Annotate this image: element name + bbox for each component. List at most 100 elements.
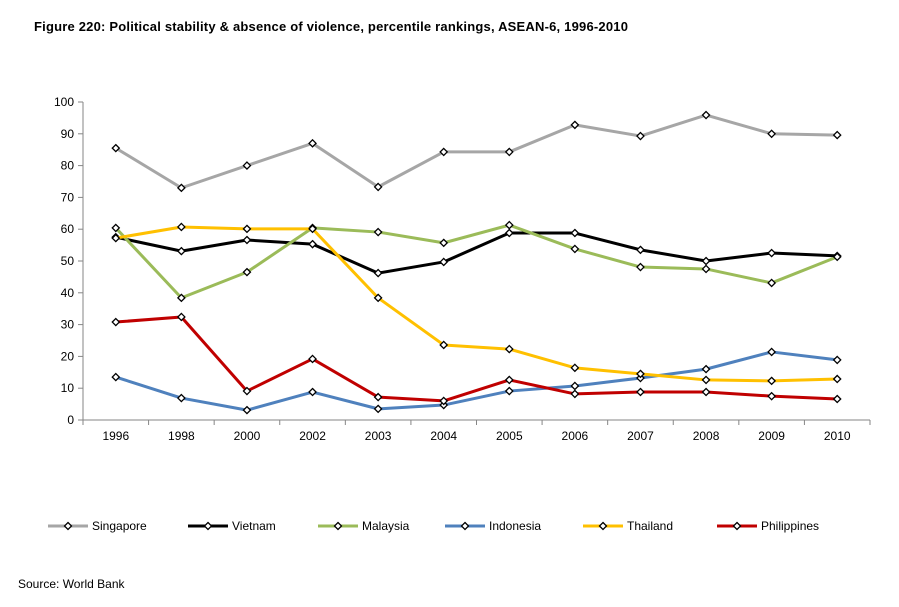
series-line-singapore [115,113,838,190]
data-point-philippines [832,394,842,404]
data-point-malaysia [504,220,514,230]
data-point-indonesia [832,355,842,365]
data-point-philippines [636,387,645,397]
data-point-indonesia [242,405,252,415]
data-point-indonesia [767,347,777,357]
data-point-indonesia [570,381,580,391]
x-tick-label: 1996 [102,429,129,443]
data-point-philippines [767,391,777,401]
y-tick-label: 80 [61,159,75,173]
data-point-philippines [242,386,252,396]
data-point-philippines [111,317,121,327]
data-point-singapore [504,147,514,157]
y-tick-label: 20 [61,349,75,363]
data-point-singapore [242,161,252,171]
data-point-vietnam [701,256,711,266]
x-tick-label: 2008 [693,429,720,443]
data-point-thailand [439,340,449,350]
data-point-vietnam [242,235,252,245]
data-point-thailand [570,363,580,373]
legend-label-philippines: Philippines [761,519,819,533]
x-tick-label: 2009 [758,429,785,443]
data-point-singapore [439,147,449,157]
data-point-thailand [176,222,186,232]
data-point-vietnam [439,257,449,267]
data-point-malaysia [176,293,186,303]
data-point-vietnam [504,228,514,238]
data-point-singapore [111,143,121,153]
legend-label-malaysia: Malaysia [362,519,410,533]
chart-title: Figure 220: Political stability & absenc… [34,19,629,34]
data-point-vietnam [570,228,580,238]
data-point-malaysia [439,238,449,248]
data-point-singapore [373,182,383,192]
y-tick-label: 60 [61,222,75,236]
data-point-thailand [832,374,842,384]
data-point-thailand [636,369,645,379]
data-point-vietnam [636,245,645,255]
legend-marker-singapore [63,521,73,531]
data-point-indonesia [504,386,514,396]
y-tick-label: 0 [67,413,74,427]
x-tick-label: 2007 [627,429,654,443]
y-tick-label: 90 [61,127,75,141]
data-point-vietnam [373,268,383,278]
data-point-vietnam [176,246,186,256]
data-point-malaysia [636,262,645,272]
data-point-indonesia [701,364,711,374]
data-point-malaysia [570,244,580,254]
data-point-singapore [701,110,711,120]
legend-marker-thailand [598,521,608,531]
data-point-philippines [439,396,449,406]
data-point-thailand [242,224,252,234]
y-tick-label: 50 [61,254,75,268]
data-point-philippines [373,392,383,402]
data-point-singapore [767,129,777,139]
data-point-indonesia [373,404,383,414]
series-line-philippines [115,315,838,403]
x-tick-label: 2005 [496,429,523,443]
data-point-thailand [111,233,121,243]
data-point-indonesia [308,387,317,397]
data-point-malaysia [373,227,383,237]
x-tick-label: 2010 [824,429,851,443]
x-tick-label: 2000 [234,429,261,443]
x-tick-label: 2006 [562,429,589,443]
data-point-thailand [504,344,514,354]
series-line-vietnam [115,231,838,275]
data-point-philippines [308,354,317,364]
data-point-singapore [176,183,186,193]
legend-marker-indonesia [460,521,470,531]
y-tick-label: 10 [61,381,75,395]
data-point-singapore [636,131,645,141]
data-point-philippines [701,387,711,397]
data-point-philippines [176,312,186,322]
data-point-malaysia [242,267,252,277]
data-point-vietnam [308,239,317,249]
data-point-thailand [767,376,777,386]
data-point-thailand [373,293,383,303]
data-point-singapore [570,120,580,130]
x-tick-label: 1998 [168,429,195,443]
data-point-thailand [701,375,711,385]
legend-label-indonesia: Indonesia [489,519,541,533]
data-point-malaysia [701,264,711,274]
y-tick-label: 40 [61,286,75,300]
data-point-malaysia [832,252,842,262]
x-tick-label: 2002 [299,429,326,443]
series-line-indonesia [115,350,838,412]
x-tick-label: 2004 [430,429,457,443]
legend-marker-malaysia [333,521,343,531]
series-line-thailand [115,225,838,383]
data-point-vietnam [767,248,777,258]
legend-label-thailand: Thailand [627,519,673,533]
source-note: Source: World Bank [18,577,125,591]
series-line-malaysia [114,223,838,300]
legend-label-singapore: Singapore [92,519,147,533]
data-point-malaysia [111,223,121,233]
legend-label-vietnam: Vietnam [232,519,276,533]
x-tick-label: 2003 [365,429,392,443]
y-tick-label: 30 [61,318,75,332]
data-point-philippines [570,389,580,399]
